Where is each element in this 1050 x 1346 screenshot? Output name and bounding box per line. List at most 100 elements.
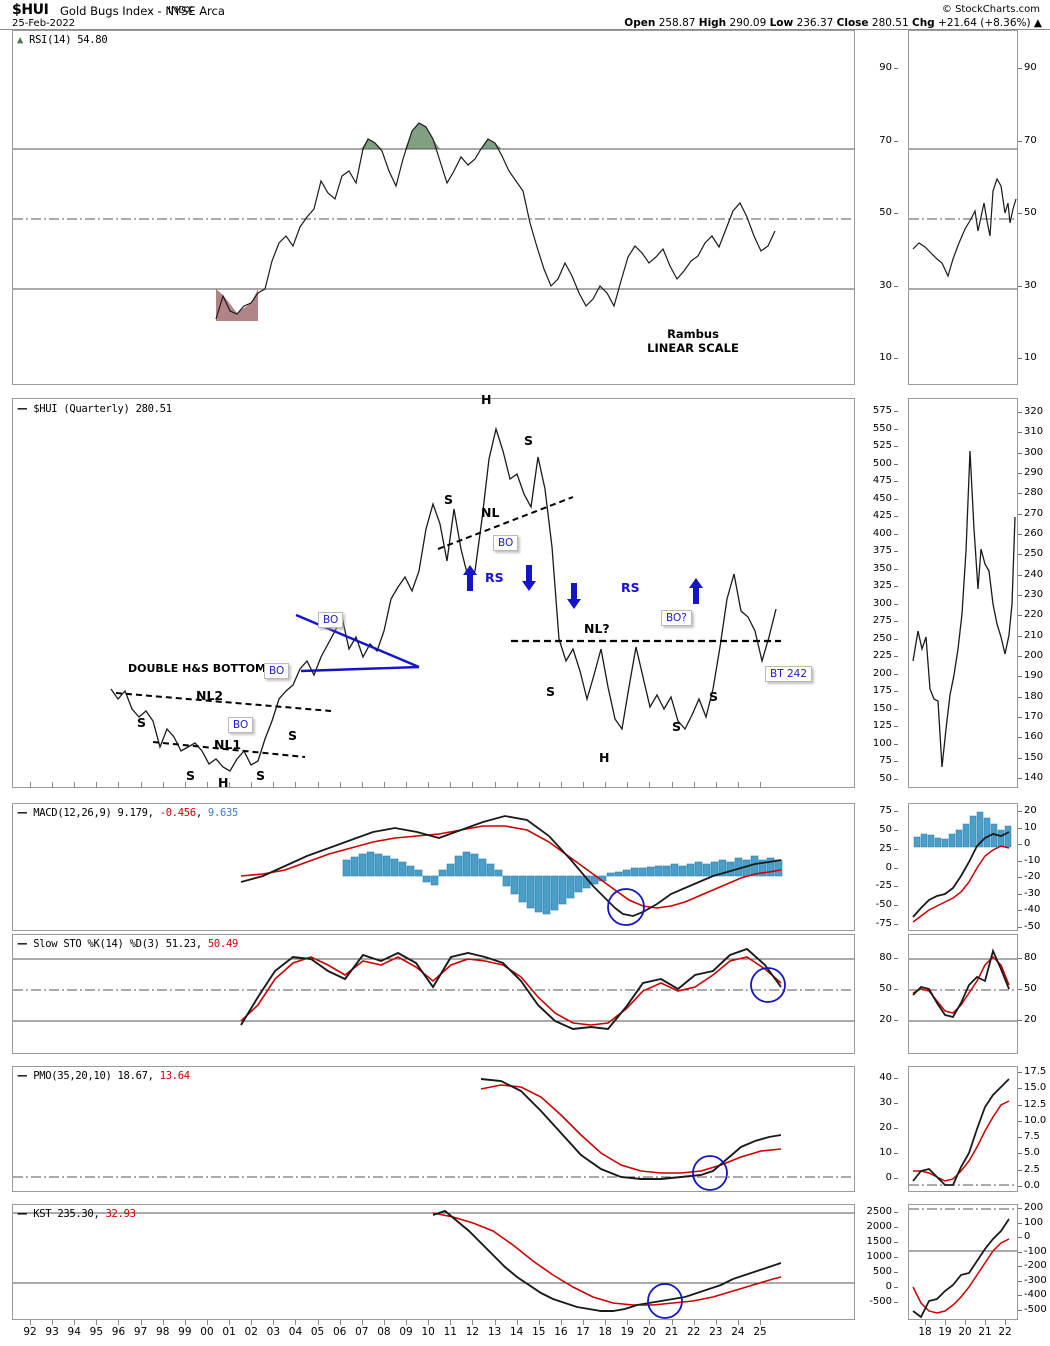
- price-axis-tickmark-4: [894, 481, 898, 483]
- close-value: 280.51: [871, 17, 909, 29]
- pmo-mini-plot: [909, 1078, 1017, 1186]
- pmo-mini-axis-right-tick-7: 0.0: [1024, 1180, 1040, 1191]
- close-label: Close: [836, 17, 869, 29]
- sto-mini-axis-right-tickmark-1: [1018, 989, 1022, 990]
- kst-plot: [13, 1209, 854, 1319]
- kst-mini-axis-right-tick-0: 200: [1024, 1202, 1044, 1213]
- chg-value: +21.64 (+8.36%): [938, 17, 1031, 29]
- down-arrow-1: [522, 565, 536, 591]
- price-mini-axis-right-tick-8: 240: [1024, 568, 1044, 580]
- pmo-axis-tickmark-1: [894, 1103, 898, 1104]
- price-mini-axis-right-tickmark-5: [1018, 513, 1022, 515]
- x-axis-tick-03: [273, 1320, 275, 1325]
- x-axis-year-18: 18: [598, 1326, 612, 1338]
- rsi-axis-tickmark-4: [894, 358, 898, 359]
- x-axis-year-23: 23: [709, 1326, 723, 1338]
- price-axis-tickmark-13: [894, 638, 898, 640]
- rsi-mini-axis-right-tickmark-2: [1018, 213, 1022, 214]
- rsi-mini-axis-right-tickmark-1: [1018, 140, 1022, 142]
- macd-mini-axis-right-tick-3: -10: [1024, 854, 1041, 866]
- pmo-mini-axis-right-tick-4: 7.5: [1024, 1131, 1040, 1143]
- x-axis-year-97: 97: [133, 1326, 148, 1338]
- macd-mini-axis-right-tickmark-6: [1018, 910, 1022, 912]
- price-axis-tickmark-18: [894, 726, 898, 728]
- double-hs-bottom-label: DOUBLE H&S BOTTOM: [128, 662, 266, 675]
- watermark-line-2: LINEAR SCALE: [647, 341, 739, 355]
- price-axis-tickmark-3: [894, 463, 898, 465]
- macd-axis-tickmark-4: [894, 886, 898, 888]
- kst-legend: — KST 235.30, 32.93: [17, 1208, 136, 1220]
- macd-mini-axis-right-tick-5: -30: [1024, 887, 1041, 899]
- reverse-symmetry-label-2: RS: [621, 580, 640, 595]
- x-axis-year-17: 17: [576, 1326, 590, 1338]
- pmo-mini-axis-right-tickmark-2: [1018, 1104, 1022, 1106]
- pmo-mini-axis-right-tick-3: 10.0: [1024, 1114, 1047, 1126]
- rsi-mini-axis-right-tickmark-0: [1018, 68, 1022, 69]
- x-axis-tick-01: [229, 1320, 231, 1325]
- rsi-axis-tick-3: 30: [879, 279, 892, 291]
- macd-mini-axis-right-tick-4: -20: [1024, 871, 1041, 883]
- price-mini-axis-right-tick-17: 150: [1024, 751, 1044, 763]
- macd-mini-axis-right-tickmark-1: [1018, 827, 1022, 829]
- price-mini-axis-right-tickmark-10: [1018, 615, 1022, 617]
- sto-axis-tick-1: 50: [879, 983, 892, 994]
- rsi-axis-tickmark-3: [894, 285, 898, 287]
- shoulder-label-s7: S: [546, 684, 556, 699]
- x-axis-upper-tick-10: [428, 782, 430, 788]
- price-mini-axis-right-tick-18: 140: [1024, 772, 1044, 783]
- x-axis-year-95: 95: [89, 1326, 104, 1338]
- kst-mini-axis-right-tick-3: -100: [1024, 1245, 1047, 1257]
- price-axis-tick-20: 75: [879, 755, 892, 767]
- head-label-h1: H: [218, 775, 229, 790]
- x-axis-tick-07: [361, 1320, 363, 1325]
- kst-legend-signal: 32.93: [105, 1208, 136, 1220]
- x-axis-mini-year-18: 18: [918, 1326, 932, 1338]
- price-axis-tickmark-20: [894, 761, 898, 763]
- kst-axis-tick-0: 2500: [866, 1206, 892, 1217]
- kst-axis-tick-4: 500: [872, 1266, 892, 1277]
- x-axis-upper-tick-15: [538, 782, 540, 788]
- x-axis-tick-11: [450, 1320, 452, 1325]
- kst-mini-axis-right-tickmark-1: [1018, 1222, 1022, 1224]
- price-mini-axis-right-tickmark-4: [1018, 493, 1022, 495]
- macd-mini-panel: [908, 803, 1018, 931]
- pmo-mini-axis-right-tickmark-7: [1018, 1186, 1022, 1187]
- x-axis-upper-tick-18: [605, 782, 607, 788]
- kst-mini-axis-right-tickmark-6: [1018, 1295, 1022, 1297]
- rsi-mini-axis-right-tick-2: 50: [1024, 207, 1037, 218]
- macd-mini-axis-right-tick-6: -40: [1024, 904, 1041, 916]
- macd-axis-tickmark-1: [894, 829, 898, 831]
- watermark-line-1: Rambus: [667, 327, 719, 341]
- x-axis-mini-year-21: 21: [978, 1326, 992, 1338]
- macd-axis-tickmark-6: [894, 924, 898, 925]
- shoulder-label-s3: S: [256, 768, 266, 783]
- price-axis-tick-21: 50: [879, 773, 892, 784]
- macd-mini-axis-right-tick-1: 10: [1024, 821, 1037, 833]
- kst-axis-tick-1: 2000: [866, 1221, 892, 1232]
- x-axis-upper-tick-08: [383, 782, 385, 788]
- macd-axis-tickmark-0: [894, 811, 898, 812]
- x-axis-year-00: 00: [200, 1326, 214, 1338]
- kst-mini-axis-right-tick-1: 100: [1024, 1216, 1044, 1228]
- macd-mini-axis-right-tickmark-2: [1018, 844, 1022, 846]
- x-axis-mini-tick-19: [945, 1320, 946, 1325]
- header-divider: [0, 29, 1050, 30]
- x-axis-year-96: 96: [111, 1326, 126, 1338]
- price-axis-tickmark-16: [894, 691, 898, 693]
- breakout-question-callout: BO?: [661, 610, 692, 626]
- chg-up-arrow-icon: ▲: [1033, 17, 1042, 29]
- x-axis-tick-13: [494, 1320, 496, 1325]
- price-mini-axis-right-tick-7: 250: [1024, 548, 1044, 560]
- rsi-axis-tick-0: 90: [879, 62, 892, 73]
- price-mini-axis-right-tickmark-13: [1018, 676, 1022, 678]
- pmo-series-swatch: —: [17, 1070, 28, 1082]
- kst-axis-tick-6: -500: [869, 1296, 892, 1307]
- sto-axis-tickmark-2: [894, 1020, 898, 1021]
- x-axis-year-99: 99: [178, 1326, 192, 1338]
- kst-mini-axis-right-tickmark-4: [1018, 1266, 1022, 1268]
- x-axis-upper-tick-97: [140, 782, 142, 788]
- pmo-mini-axis-right-tickmark-0: [1018, 1072, 1022, 1073]
- kst-axis-tickmark-2: [894, 1242, 898, 1243]
- low-value: 236.37: [796, 17, 834, 29]
- price-axis-tick-10: 325: [872, 580, 892, 592]
